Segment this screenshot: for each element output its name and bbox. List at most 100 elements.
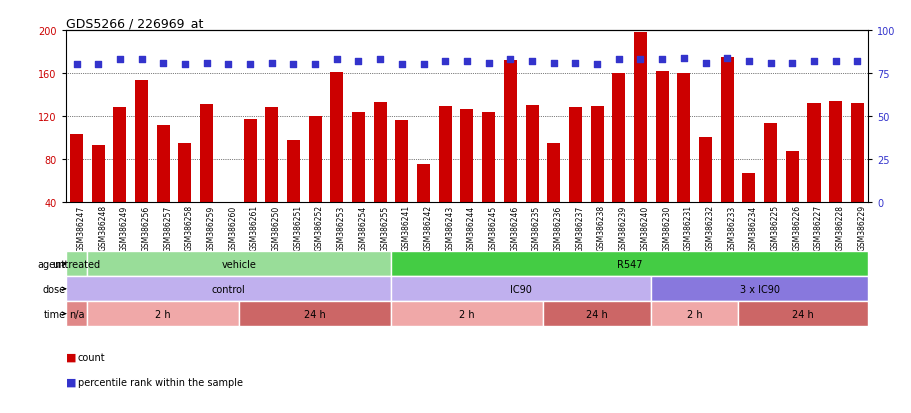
- Text: GSM386230: GSM386230: [661, 205, 670, 251]
- Bar: [265, 108, 278, 245]
- Text: vehicle: vehicle: [221, 259, 256, 269]
- Text: GSM386246: GSM386246: [510, 205, 518, 251]
- Bar: [391, 277, 650, 301]
- Bar: [650, 277, 867, 301]
- Point: [524, 59, 538, 65]
- Text: GSM386237: GSM386237: [575, 205, 584, 251]
- Text: GSM386226: GSM386226: [792, 205, 801, 251]
- Text: IC90: IC90: [509, 284, 531, 294]
- Text: 2 h: 2 h: [686, 309, 701, 319]
- Text: n/a: n/a: [68, 309, 84, 319]
- Bar: [650, 301, 737, 326]
- Text: GSM386259: GSM386259: [207, 205, 215, 251]
- Text: GSM386229: GSM386229: [856, 205, 865, 251]
- Point: [91, 62, 106, 69]
- Bar: [287, 140, 300, 245]
- Bar: [785, 152, 798, 245]
- Text: GSM386232: GSM386232: [705, 205, 713, 251]
- Bar: [221, 202, 235, 245]
- Bar: [391, 252, 867, 277]
- Bar: [70, 135, 83, 245]
- Text: GSM386248: GSM386248: [98, 205, 107, 251]
- Bar: [92, 145, 105, 245]
- Text: GSM386250: GSM386250: [271, 205, 281, 251]
- Bar: [374, 103, 386, 245]
- Text: agent: agent: [37, 259, 66, 269]
- Text: GSM386240: GSM386240: [640, 205, 649, 251]
- Point: [698, 60, 712, 67]
- Text: R547: R547: [616, 259, 641, 269]
- Text: GSM386225: GSM386225: [770, 205, 779, 251]
- Bar: [763, 124, 776, 245]
- Text: GSM386228: GSM386228: [834, 205, 844, 251]
- Text: percentile rank within the sample: percentile rank within the sample: [77, 377, 242, 387]
- Point: [134, 57, 148, 64]
- Bar: [395, 121, 408, 245]
- Text: 2 h: 2 h: [458, 309, 475, 319]
- Text: count: count: [77, 352, 105, 362]
- Point: [415, 62, 430, 69]
- Bar: [568, 108, 581, 245]
- Bar: [157, 125, 169, 245]
- Text: GSM386244: GSM386244: [466, 205, 476, 251]
- Bar: [391, 301, 542, 326]
- Point: [610, 57, 625, 64]
- Bar: [460, 110, 473, 245]
- Point: [763, 60, 777, 67]
- Text: GSM386255: GSM386255: [380, 205, 389, 251]
- Bar: [611, 74, 625, 245]
- Bar: [330, 73, 343, 245]
- Text: 24 h: 24 h: [304, 309, 325, 319]
- Text: GSM386254: GSM386254: [358, 205, 367, 251]
- Text: GSM386234: GSM386234: [748, 205, 757, 251]
- Text: GSM386251: GSM386251: [293, 205, 302, 251]
- Text: GSM386249: GSM386249: [119, 205, 128, 251]
- Text: GSM386233: GSM386233: [726, 205, 735, 251]
- Point: [849, 59, 864, 65]
- Point: [178, 62, 192, 69]
- Bar: [503, 61, 517, 245]
- Bar: [66, 252, 87, 277]
- Bar: [655, 72, 668, 245]
- Point: [264, 60, 279, 67]
- Bar: [525, 106, 537, 245]
- Point: [286, 62, 301, 69]
- Text: GSM386245: GSM386245: [488, 205, 497, 251]
- Text: GSM386239: GSM386239: [618, 205, 627, 251]
- Bar: [438, 107, 451, 245]
- Text: GSM386261: GSM386261: [250, 205, 259, 251]
- Point: [806, 59, 821, 65]
- Point: [242, 62, 257, 69]
- Bar: [720, 58, 733, 245]
- Point: [437, 59, 452, 65]
- Point: [676, 55, 691, 62]
- Point: [568, 60, 582, 67]
- Bar: [113, 108, 127, 245]
- Bar: [542, 301, 650, 326]
- Bar: [590, 107, 603, 245]
- Point: [589, 62, 604, 69]
- Text: control: control: [211, 284, 245, 294]
- Text: GSM386241: GSM386241: [402, 205, 411, 251]
- Text: GSM386252: GSM386252: [315, 205, 323, 251]
- Bar: [806, 104, 820, 245]
- Text: GSM386260: GSM386260: [228, 205, 237, 251]
- Point: [459, 59, 474, 65]
- Point: [69, 62, 84, 69]
- Text: GSM386238: GSM386238: [597, 205, 606, 251]
- Text: GSM386257: GSM386257: [163, 205, 172, 251]
- Bar: [677, 74, 690, 245]
- Text: ■: ■: [66, 377, 77, 387]
- Point: [351, 59, 365, 65]
- Text: GSM386243: GSM386243: [445, 205, 454, 251]
- Bar: [850, 104, 863, 245]
- Bar: [239, 301, 391, 326]
- Text: ■: ■: [66, 352, 77, 362]
- Bar: [66, 301, 87, 326]
- Bar: [416, 165, 430, 245]
- Bar: [698, 138, 711, 245]
- Point: [156, 60, 170, 67]
- Text: GSM386231: GSM386231: [683, 205, 692, 251]
- Point: [394, 62, 409, 69]
- Text: dose: dose: [42, 284, 66, 294]
